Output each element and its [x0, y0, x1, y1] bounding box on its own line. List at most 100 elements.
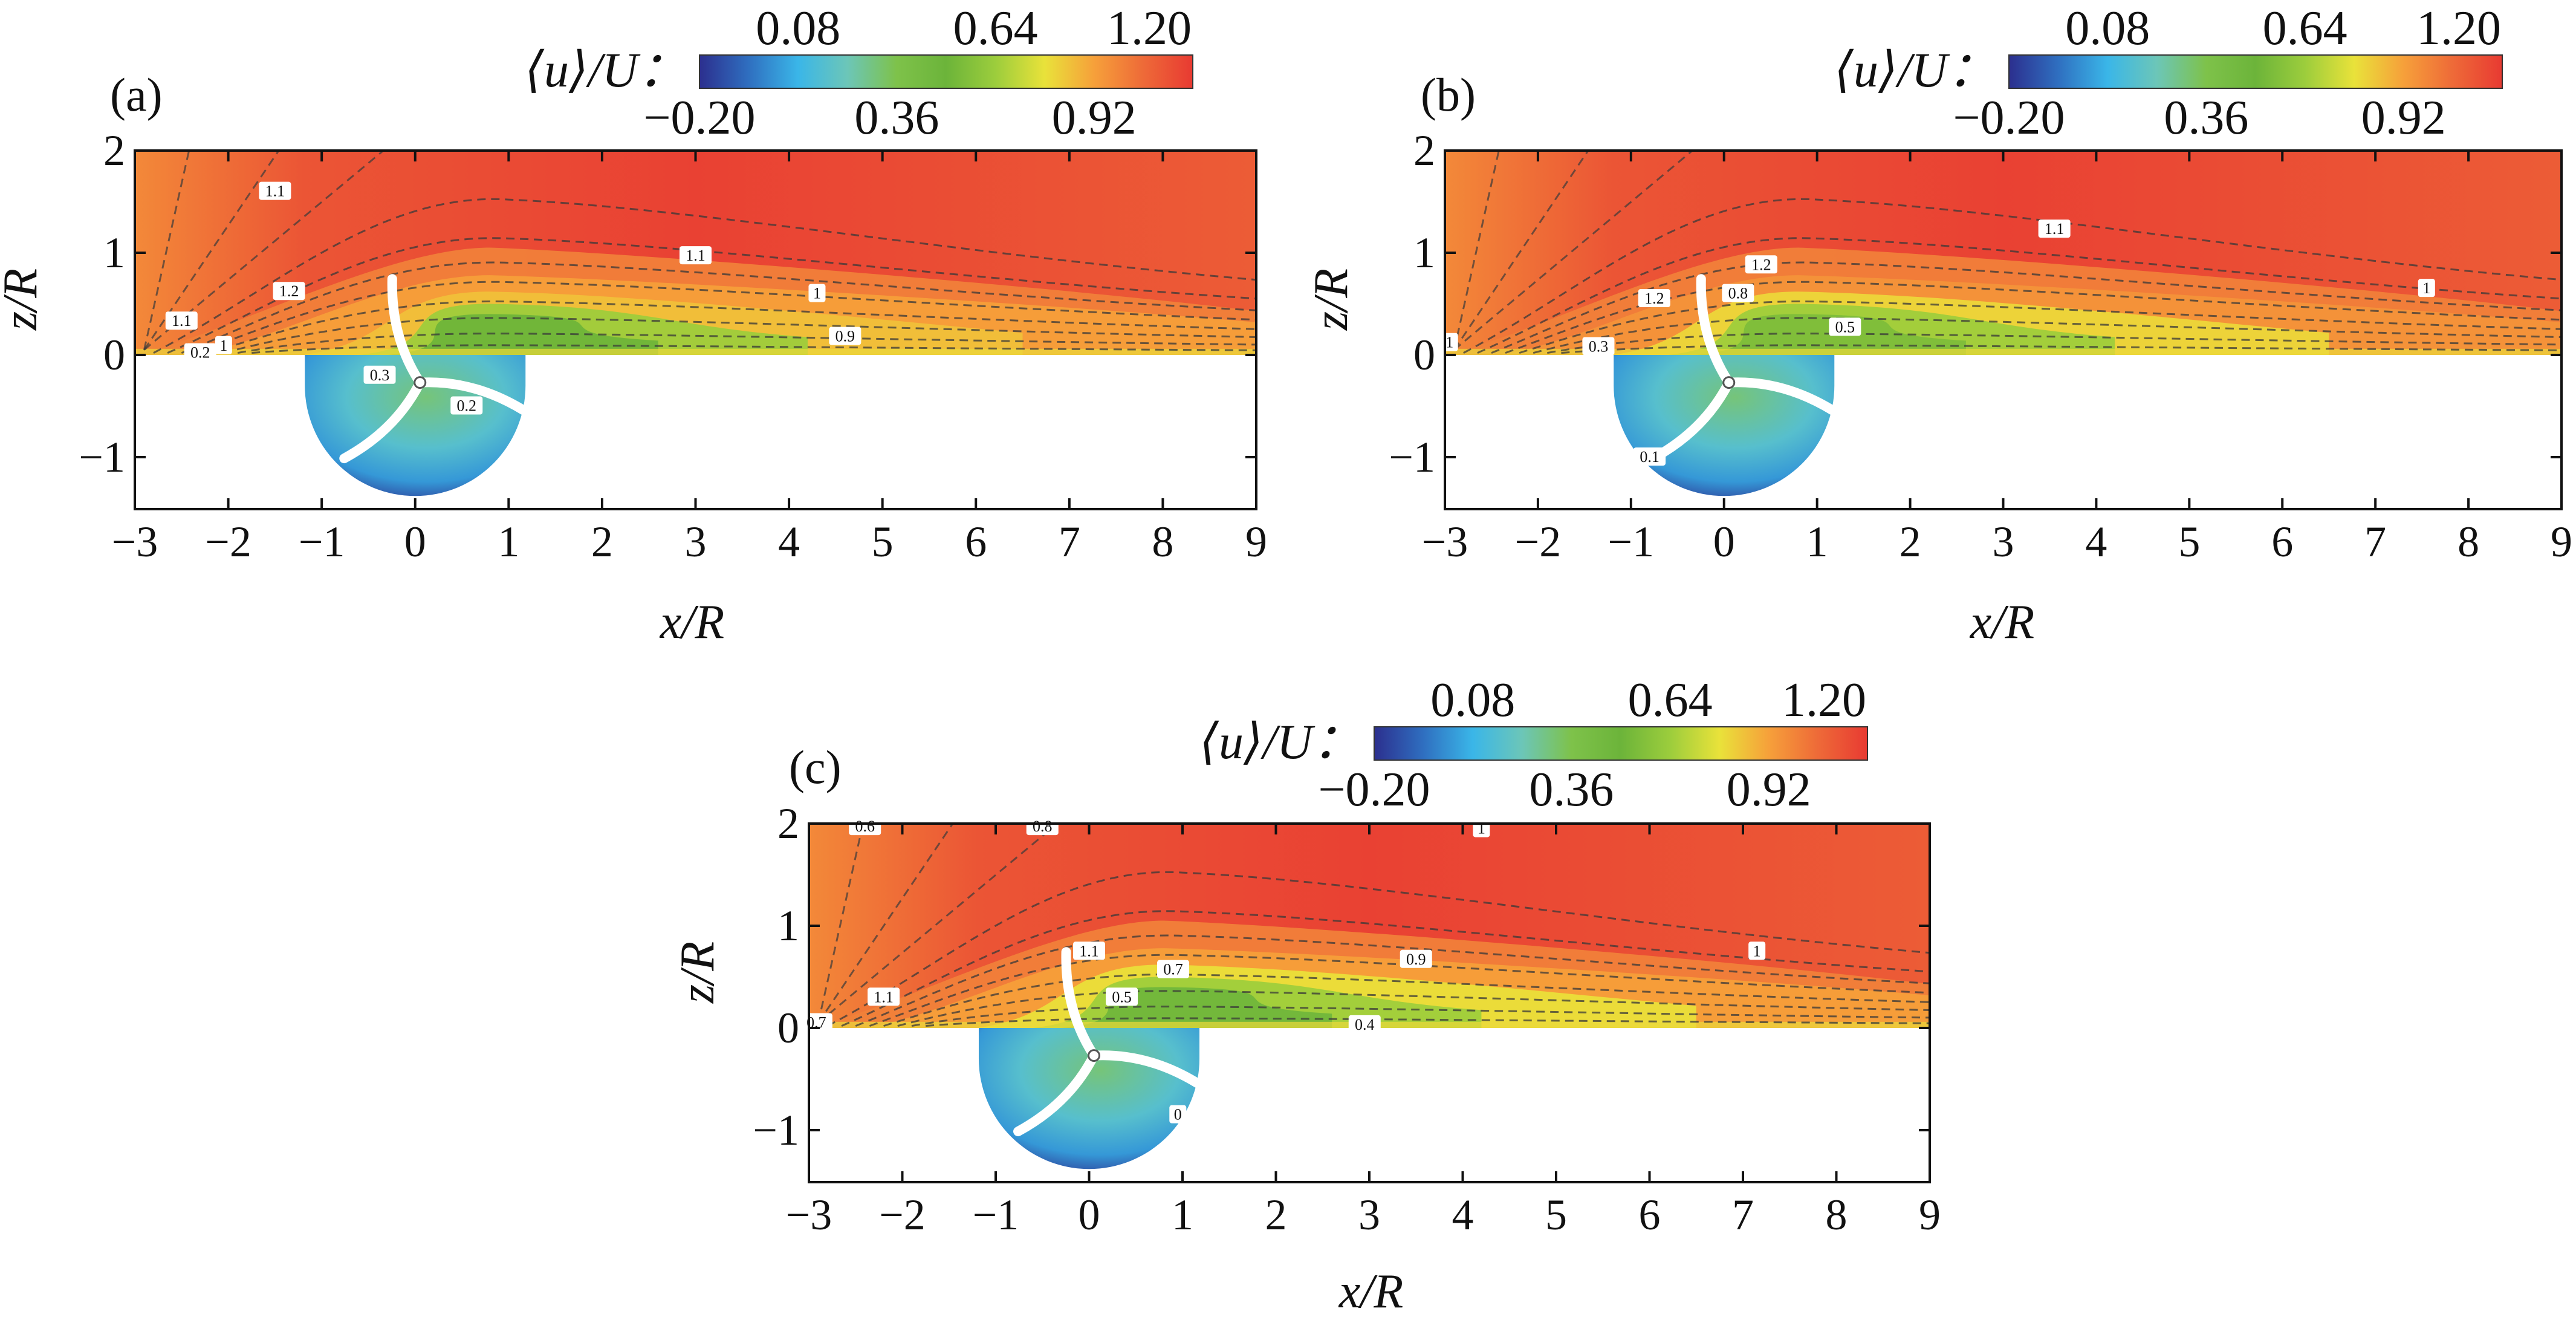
contour-label: 0.2 [184, 343, 216, 362]
rotor-blade [1013, 1050, 1099, 1137]
svg-text:0: 0 [1174, 1106, 1182, 1124]
panel-label-c: (c) [789, 741, 842, 793]
panel-label-b: (b) [1421, 68, 1476, 121]
rotor-hub [414, 376, 427, 389]
colorbar-title: ⟨u⟩/U： [1834, 42, 1997, 97]
y-axis-label-b: z/R [1305, 268, 1358, 331]
y-tick-label: 0 [103, 331, 125, 379]
x-tick-label: 6 [2271, 518, 2293, 566]
colorbar-top-tick: 0.64 [953, 2, 1038, 55]
svg-text:1: 1 [219, 337, 227, 354]
y-tick-label: 1 [777, 902, 799, 950]
rotor-hub [1722, 376, 1736, 389]
svg-text:1.2: 1.2 [1644, 290, 1664, 307]
contour-labels-b: 1.11.21.2 0.80.510.30.11 [1441, 219, 2435, 466]
contour-label: 1.1 [680, 246, 712, 265]
contour-label: 0.5 [1829, 317, 1861, 336]
x-tick-label: 0 [1713, 518, 1735, 566]
colorbar-bottom-tick: 0.36 [1529, 763, 1614, 816]
svg-text:0.5: 0.5 [1112, 988, 1132, 1006]
colorbar-bottom-tick: 0.92 [1727, 763, 1811, 816]
svg-text:0.3: 0.3 [370, 366, 390, 384]
x-tick-label: 2 [591, 518, 613, 566]
y-tick-label: −1 [753, 1106, 799, 1154]
svg-text:0.4: 0.4 [1355, 1016, 1375, 1033]
colorbar-strip [2008, 54, 2503, 89]
svg-text:0.3: 0.3 [1589, 337, 1609, 355]
colorbar-bottom-tick: −0.20 [643, 91, 755, 145]
panel-c: 0.6 0.8 11.10.70.50.9 11.10.7 0.40 −3 −2 −1 0 1 2… [671, 674, 1941, 1317]
x-tick-label: 7 [2364, 518, 2386, 566]
x-tick-label: −3 [112, 518, 158, 566]
x-tick-label: 0 [1079, 1191, 1100, 1239]
contour-label: 0.5 [1106, 987, 1138, 1006]
rotor-blade [339, 377, 425, 464]
x-tick-label: 5 [1545, 1191, 1567, 1239]
y-tick-label: 1 [103, 229, 125, 277]
contour-label: 0.7 [1157, 960, 1190, 978]
y-tick-label: 0 [1413, 331, 1435, 379]
y-axis-label-a: z/R [0, 268, 47, 331]
x-tick-label: 2 [1900, 518, 1921, 566]
rotor-blade [387, 274, 425, 388]
contour-label: 1 [808, 284, 826, 302]
x-tick-label: 1 [1172, 1191, 1193, 1239]
contour-label: 1.2 [273, 282, 305, 301]
contour-label: 0.6 [849, 817, 881, 836]
svg-text:1.1: 1.1 [1079, 942, 1099, 960]
colorbar-title: ⟨u⟩/U： [525, 42, 687, 97]
x-axis-label-b: x/R [1970, 596, 2035, 649]
x-tick-label: 8 [1826, 1191, 1848, 1239]
x-tick-label: 1 [498, 518, 519, 566]
svg-text:1.1: 1.1 [172, 312, 192, 330]
x-tick-label: 7 [1732, 1191, 1754, 1239]
svg-text:1.1: 1.1 [2045, 220, 2065, 238]
colorbar-bottom-tick: 0.36 [854, 91, 939, 145]
svg-text:0.9: 0.9 [1406, 951, 1426, 968]
contour-label: 0 [1169, 1105, 1187, 1124]
y-tick-label: 1 [1413, 229, 1435, 277]
y-tick-label: 2 [1413, 126, 1435, 175]
x-tick-label: 0 [404, 518, 426, 566]
x-tick-label: 3 [1358, 1191, 1380, 1239]
contour-label: 1 [215, 336, 232, 354]
colorbar-top-tick: 1.20 [1107, 2, 1192, 55]
colorbar-top-tick: 0.08 [756, 2, 840, 55]
x-tick-label: 8 [2458, 518, 2479, 566]
y-tick-label: −1 [1389, 433, 1435, 481]
x-tick-label: −2 [205, 518, 251, 566]
colorbar-title: ⟨u⟩/U： [1199, 714, 1362, 769]
colorbar-c: ⟨u⟩/U： 0.08 0.64 1.20 −0.20 0.36 0.92 [1199, 674, 1868, 816]
x-tick-label: 9 [2551, 518, 2572, 566]
colorbar-top-tick: 0.08 [2065, 2, 2150, 55]
colorbar-top-tick: 1.20 [1782, 674, 1866, 727]
axes-a: −3 −2 −1 0 1 2 3 4 5 6 7 8 9 −1 0 1 2 [79, 126, 1267, 566]
contour-label: 1.1 [165, 311, 198, 330]
contours-b [1453, 151, 2561, 354]
svg-text:0.2: 0.2 [457, 397, 477, 415]
x-tick-label: −3 [786, 1191, 832, 1239]
x-tick-label: 2 [1265, 1191, 1287, 1239]
colorbar-strip [699, 54, 1193, 89]
x-tick-label: −2 [879, 1191, 926, 1239]
contour-label: 0.1 [1634, 447, 1666, 466]
panel-label-a: (a) [110, 68, 163, 121]
rotor-blade [1696, 274, 1734, 388]
contour-label: 1.1 [868, 987, 900, 1006]
x-tick-label: 4 [1452, 1191, 1474, 1239]
svg-text:1.2: 1.2 [1751, 256, 1771, 273]
svg-text:0.6: 0.6 [855, 818, 875, 835]
contour-label: 1.1 [2038, 219, 2071, 238]
x-tick-label: 6 [965, 518, 987, 566]
colorbar-top-tick: 0.64 [2263, 2, 2347, 55]
svg-text:1: 1 [1753, 942, 1761, 960]
x-tick-label: 3 [685, 518, 707, 566]
contour-label: 0.3 [1582, 337, 1615, 356]
contour-label: 1 [1748, 941, 1766, 960]
contour-label: 0.8 [1026, 817, 1059, 836]
rotor-blade [415, 377, 529, 415]
x-tick-label: 9 [1245, 518, 1267, 566]
svg-text:1: 1 [2422, 279, 2430, 297]
svg-text:0.1: 0.1 [1640, 448, 1659, 466]
